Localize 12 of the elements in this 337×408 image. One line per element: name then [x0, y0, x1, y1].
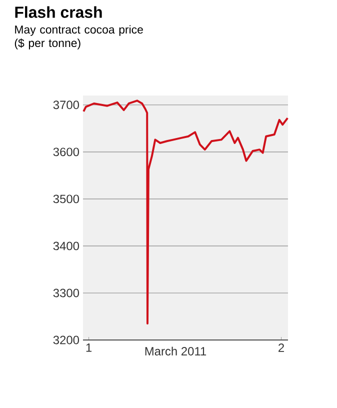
x-axis-title: March 2011: [145, 346, 206, 356]
y-tick-label: 3500: [53, 194, 80, 204]
y-tick-label: 3600: [53, 148, 80, 156]
y-tick-label: 3400: [53, 242, 80, 250]
y-tick-label: 3300: [53, 288, 80, 298]
y-tick-label: 3200: [53, 336, 80, 344]
chart-subtitle: May contract cocoa price ($ per tonne): [14, 25, 143, 50]
chart-title: Flash crash: [15, 6, 102, 18]
x-tick-label: 2: [278, 344, 284, 352]
line-series: [82, 100, 289, 325]
y-tick-label: 3700: [53, 100, 80, 110]
x-tick-label: 1: [86, 344, 92, 352]
